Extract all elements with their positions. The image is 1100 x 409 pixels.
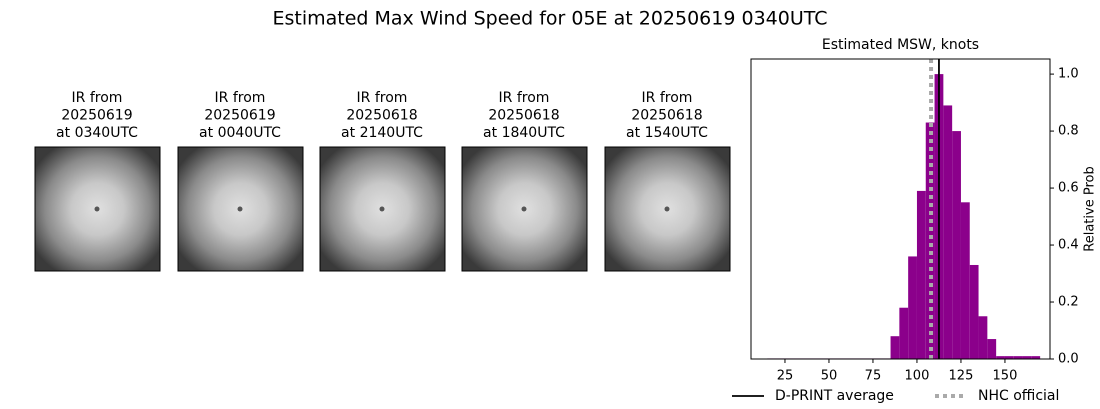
y-tick-label: 0.4 [1058, 238, 1079, 253]
image-title: 20250619 [61, 108, 132, 124]
bar [899, 307, 909, 359]
figure-title: Estimated Max Wind Speed for 05E at 2025… [272, 8, 827, 30]
bar [952, 131, 961, 359]
bar [890, 336, 900, 359]
eye [94, 206, 100, 212]
bar [916, 190, 926, 359]
x-tick-label: 150 [993, 369, 1018, 384]
image-title: IR from [72, 90, 123, 106]
bar [996, 356, 1005, 359]
image-title: at 0340UTC [56, 125, 138, 141]
eye [521, 206, 527, 212]
x-tick-label: 100 [905, 369, 930, 384]
image-title: 20250618 [488, 108, 559, 124]
image-title: at 1540UTC [626, 125, 708, 141]
bar [1013, 356, 1023, 359]
legend-label: NHC official [978, 388, 1059, 404]
y-tick-label: 0.0 [1058, 352, 1079, 367]
bar [943, 105, 953, 359]
image-title: IR from [499, 90, 550, 106]
bar [969, 264, 979, 359]
x-tick-label: 75 [865, 369, 882, 384]
bar [1031, 356, 1041, 359]
y-axis-label: Relative Prob [1083, 166, 1098, 251]
eye [237, 206, 243, 212]
bar [987, 339, 997, 359]
bar [1004, 356, 1014, 359]
x-tick-label: 25 [777, 369, 794, 384]
eye [664, 206, 670, 212]
bar [908, 256, 917, 359]
bar [925, 122, 935, 359]
eye [379, 206, 385, 212]
bar [1022, 356, 1032, 359]
bar [978, 316, 988, 359]
image-title: IR from [215, 90, 266, 106]
image-title: at 1840UTC [483, 125, 565, 141]
image-title: 20250618 [631, 108, 702, 124]
image-title: 20250618 [346, 108, 417, 124]
y-tick-label: 0.6 [1058, 181, 1079, 196]
bar [960, 202, 970, 359]
y-tick-label: 0.2 [1058, 295, 1079, 310]
plot-frame [750, 58, 1051, 360]
image-title: at 2140UTC [341, 125, 423, 141]
y-tick-label: 1.0 [1058, 67, 1079, 82]
x-tick-label: 50 [821, 369, 838, 384]
x-tick-label: 125 [949, 369, 974, 384]
image-title: IR from [357, 90, 408, 106]
image-title: 20250619 [204, 108, 275, 124]
legend-label: D-PRINT average [775, 388, 894, 404]
image-title: IR from [642, 90, 693, 106]
chart-title: Estimated MSW, knots [822, 37, 979, 53]
y-tick-label: 0.8 [1058, 124, 1079, 139]
image-title: at 0040UTC [199, 125, 281, 141]
